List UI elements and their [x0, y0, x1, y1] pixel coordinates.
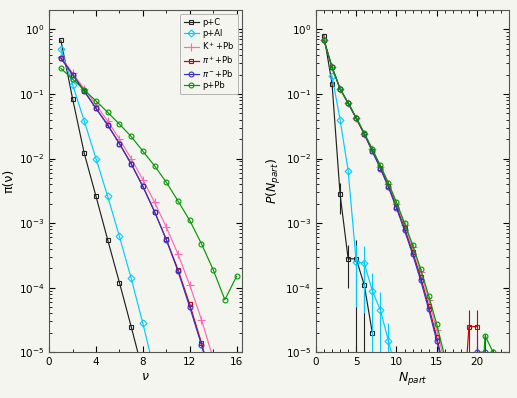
Y-axis label: $P(N_{part})$: $P(N_{part})$	[265, 158, 283, 204]
X-axis label: $N_{part}$: $N_{part}$	[398, 370, 428, 387]
Legend: p+C, p+Al, K$^+$+Pb, $\pi^+$+Pb, $\pi^-$+Pb, p+Pb: p+C, p+Al, K$^+$+Pb, $\pi^+$+Pb, $\pi^-$…	[179, 14, 238, 94]
X-axis label: ν: ν	[142, 370, 149, 383]
Y-axis label: π(ν): π(ν)	[3, 169, 16, 193]
